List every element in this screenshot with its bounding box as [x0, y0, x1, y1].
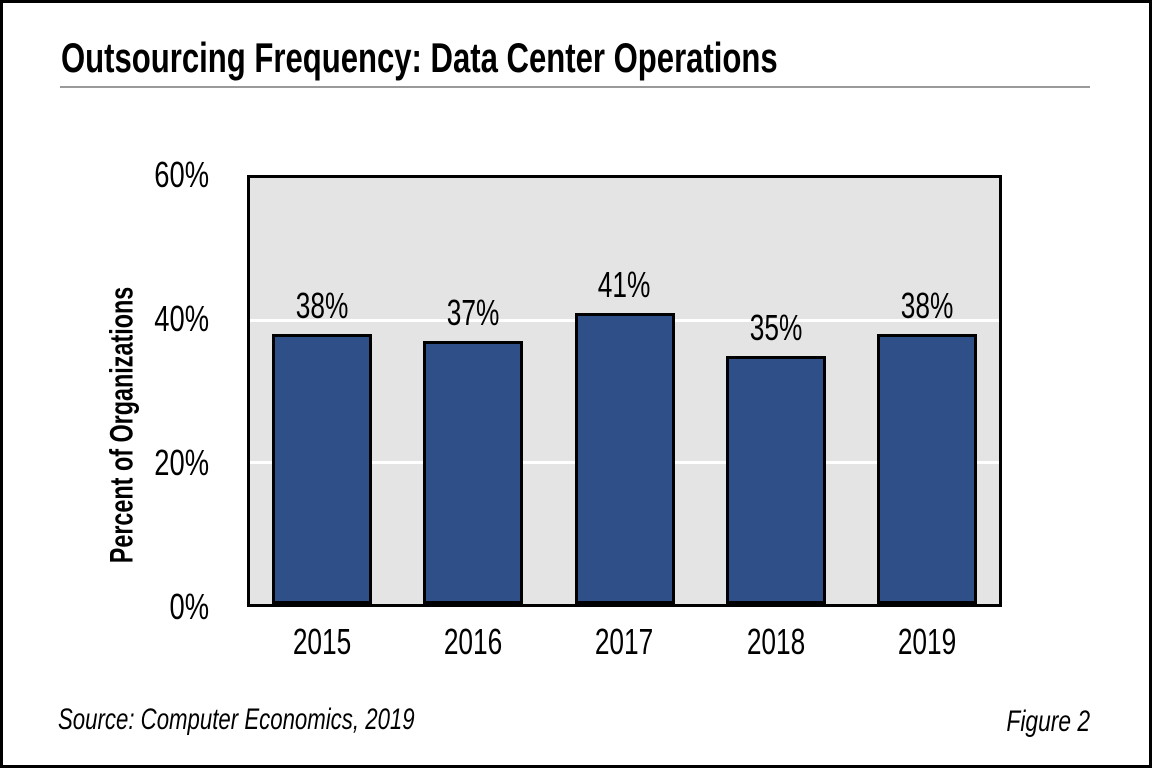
- x-tick-text: 2016: [444, 621, 503, 662]
- y-tick-label-20: 20%: [0, 445, 209, 481]
- figure-label-text: Figure 2: [1006, 705, 1090, 738]
- y-tick-label-60: 60%: [0, 157, 209, 193]
- y-tick-text: 0%: [169, 586, 209, 627]
- x-tick-text: 2017: [595, 621, 654, 662]
- bar-value-label-2016: 37%: [393, 295, 553, 331]
- source-note-text: Source: Computer Economics, 2019: [58, 703, 415, 736]
- y-tick-label-40: 40%: [0, 301, 209, 337]
- y-axis-title: Percent of Organizations: [104, 236, 141, 615]
- y-tick-label-0: 0%: [0, 589, 209, 625]
- y-tick-text: 60%: [154, 154, 209, 195]
- bar-value-label-2017: 41%: [545, 263, 705, 305]
- bar-value-label-2018: 35%: [696, 306, 856, 348]
- bar-value-text: 35%: [749, 306, 803, 348]
- x-tick-label-2015: 2015: [242, 624, 402, 660]
- x-tick-text: 2019: [897, 621, 957, 662]
- y-tick-text: 20%: [154, 442, 209, 483]
- y-tick-text: 40%: [154, 298, 209, 339]
- source-note: Source: Computer Economics, 2019: [58, 702, 540, 738]
- bar-value-text: 38%: [900, 285, 954, 327]
- x-tick-text: 2018: [746, 621, 805, 662]
- bar-2019: [877, 334, 977, 604]
- bar-2017: [574, 312, 675, 604]
- x-tick-text: 2015: [292, 621, 352, 662]
- bar-2016: [423, 341, 524, 604]
- x-tick-label-2016: 2016: [393, 624, 553, 660]
- bar-value-text: 38%: [295, 285, 349, 327]
- chart-title: Outsourcing Frequency: Data Center Opera…: [61, 36, 1030, 80]
- x-tick-label-2017: 2017: [545, 624, 705, 660]
- bar-value-text: 37%: [446, 292, 500, 334]
- bar-2015: [272, 334, 372, 604]
- figure-label: Figure 2: [980, 704, 1090, 740]
- bar-2018: [725, 355, 826, 604]
- bar-value-label-2019: 38%: [847, 288, 1007, 324]
- chart-title-text: Outsourcing Frequency: Data Center Opera…: [61, 34, 778, 81]
- bar-value-text: 41%: [598, 263, 651, 305]
- plot-area: 38% 37% 41% 35% 38%: [247, 175, 1002, 607]
- x-tick-label-2019: 2019: [847, 624, 1007, 660]
- x-tick-label-2018: 2018: [696, 624, 856, 660]
- title-underline: [60, 86, 1090, 88]
- bar-value-label-2015: 38%: [242, 288, 402, 324]
